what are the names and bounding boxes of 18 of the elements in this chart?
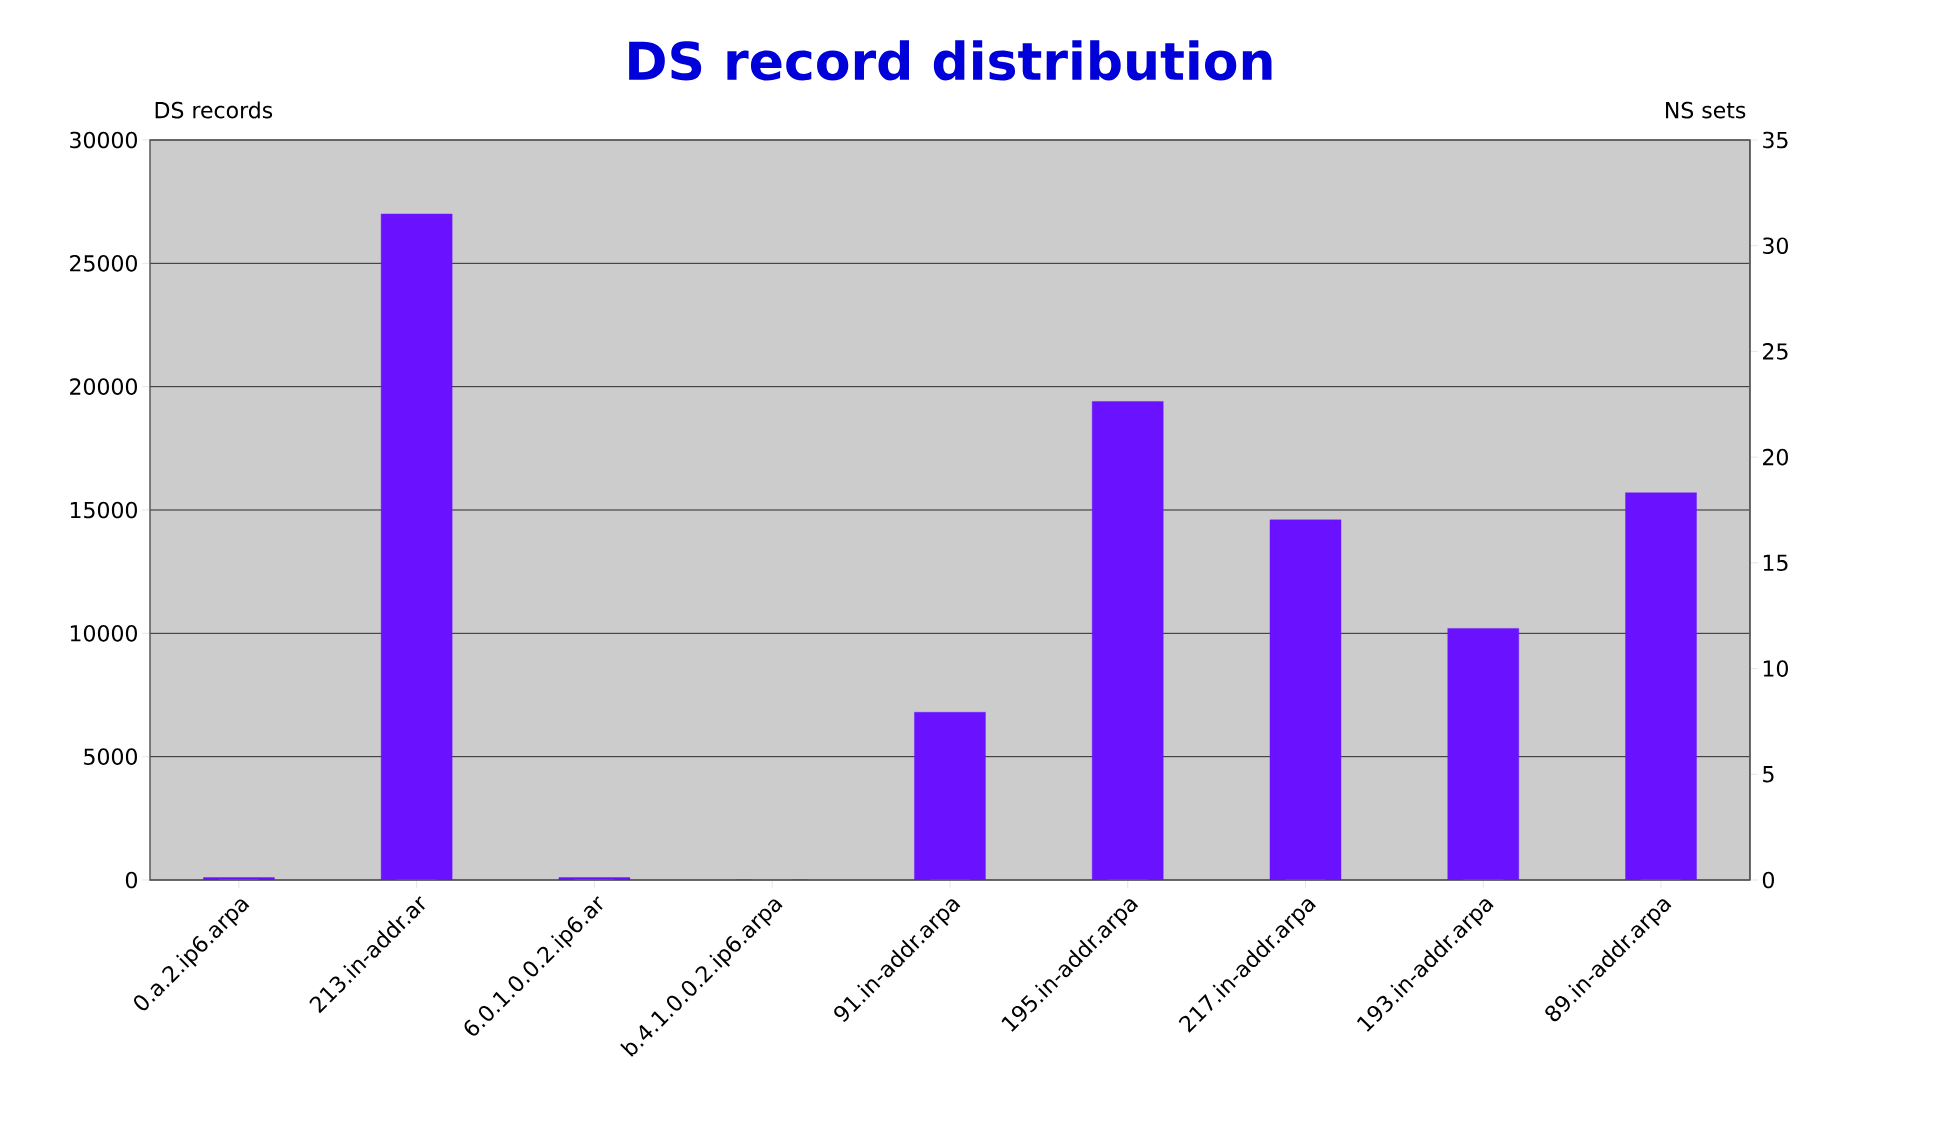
y-tick-label: 5000 [84,748,137,765]
y2-tick-label: 30 [1763,237,1788,255]
y2-tick-label: 15 [1763,554,1788,572]
y2-tick-label: 25 [1763,343,1788,360]
chart-title: DS record distribution [629,40,1272,81]
y-tick-label: 0 [125,871,137,889]
y-tick-label: 20000 [70,378,137,395]
y-axis-title: DS records [155,101,273,119]
y2-axis-title: NS sets [1666,101,1746,119]
y2-tick-label: 10 [1763,660,1788,677]
y2-tick-label: 5 [1763,766,1774,783]
y2-tick-label: 35 [1763,131,1788,149]
y2-tick-label: 20 [1763,448,1788,466]
y-tick-label: 25000 [70,255,137,272]
y-tick-label: 10000 [70,625,137,642]
y2-tick-label: 0 [1762,871,1774,889]
y-tick-label: 15000 [70,501,137,519]
y-tick-label: 30000 [70,131,137,149]
